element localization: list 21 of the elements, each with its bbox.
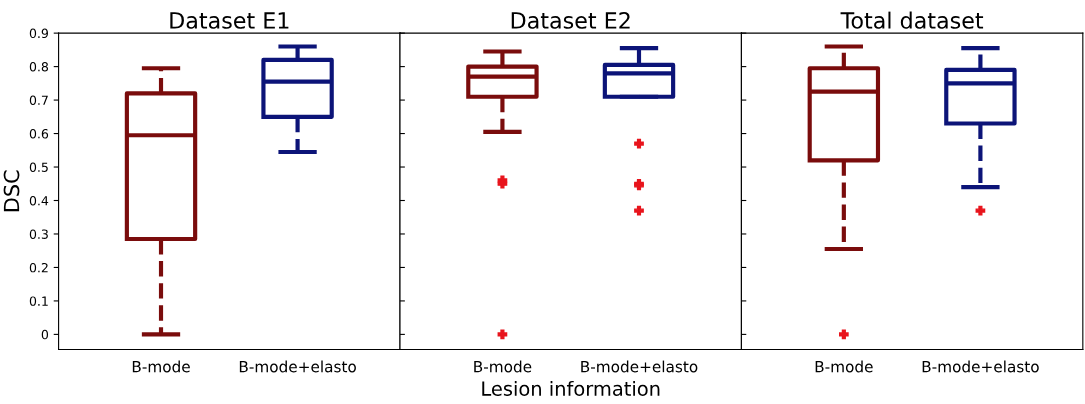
x-tick-label: B-mode: [132, 360, 190, 373]
chart-title: Dataset E2: [511, 12, 630, 29]
y-tick-label: 0.2: [29, 262, 48, 273]
chart-title: Total dataset: [840, 11, 984, 29]
x-axis-title: Lesion information: [482, 380, 660, 396]
y-tick-label: 0.5: [29, 162, 48, 172]
x-tick-label: B-mode+elasto: [239, 360, 356, 373]
x-tick-label: B-mode+elasto: [922, 360, 1039, 373]
y-axis-title: DSC: [3, 170, 20, 212]
x-tick-label: B-mode+elasto: [581, 360, 698, 373]
y-tick-label: 0: [41, 329, 49, 340]
y-tick-label: 0.4: [29, 195, 49, 206]
y-tick-label: 0.1: [29, 296, 48, 306]
chart-title: Dataset E1: [170, 12, 289, 29]
y-tick-label: 0.9: [29, 28, 48, 39]
y-tick-label: 0.8: [29, 62, 49, 72]
x-tick-label: B-mode: [474, 360, 532, 373]
y-tick-label: 0.7: [29, 95, 48, 105]
x-tick-label: B-mode: [815, 360, 873, 373]
y-tick-label: 0.6: [29, 129, 49, 139]
y-tick-label: 0.3: [29, 229, 48, 239]
